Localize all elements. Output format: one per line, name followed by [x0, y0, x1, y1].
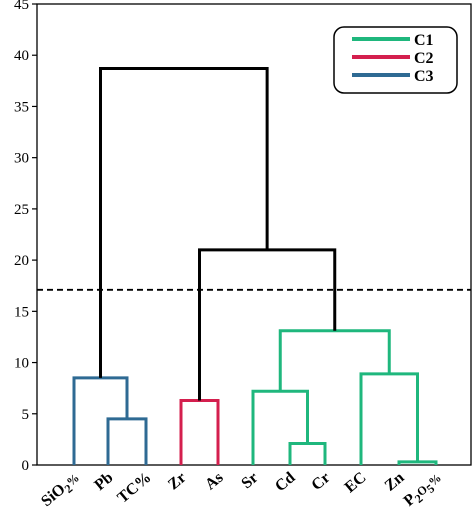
dendrogram-link — [251, 389, 309, 465]
dendrogram-link — [278, 329, 391, 392]
y-tick-label: 0 — [22, 458, 30, 474]
leaf-label: SiO2% — [38, 469, 84, 512]
leaf-label: Cr — [308, 469, 333, 494]
dendrogram-link — [359, 372, 419, 465]
dendrogram-link — [99, 67, 269, 378]
legend-label: C3 — [414, 68, 434, 85]
dendrogram-link — [106, 417, 148, 465]
y-tick-label: 40 — [14, 48, 29, 64]
leaf-label: P2O5% — [401, 469, 447, 512]
y-tick-label: 10 — [14, 356, 29, 372]
dendrogram-link — [179, 398, 220, 465]
y-tick-label: 25 — [14, 202, 29, 218]
y-tick-label: 5 — [22, 407, 30, 423]
leaf-label: Zr — [165, 469, 190, 493]
dendrogram-link — [288, 441, 327, 465]
y-tick-label: 15 — [14, 304, 29, 320]
legend-label: C2 — [414, 50, 434, 67]
leaf-label: Cd — [272, 469, 299, 495]
y-tick-label: 30 — [14, 151, 29, 167]
y-tick-label: 35 — [14, 99, 29, 115]
leaf-label: Pb — [91, 469, 116, 494]
dendrogram-link — [198, 248, 337, 401]
dendrogram-link — [72, 376, 129, 465]
leaf-label: EC — [342, 469, 370, 496]
y-tick-label: 45 — [14, 0, 29, 13]
dendrogram-link — [397, 460, 438, 465]
leaf-label: Sr — [238, 469, 261, 492]
y-tick-label: 20 — [14, 253, 29, 269]
leaf-label: TC% — [114, 469, 154, 507]
legend-label: C1 — [414, 32, 434, 49]
leaf-label: Zn — [382, 469, 408, 495]
leaf-label: As — [202, 469, 227, 493]
legend-box — [333, 26, 458, 94]
